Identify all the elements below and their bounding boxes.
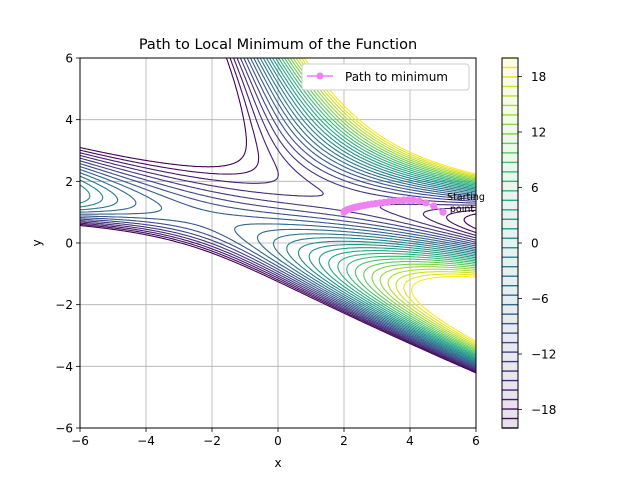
contour-line	[272, 58, 476, 359]
colorbar-tick-label: 12	[531, 126, 546, 140]
y-axis-label: y	[30, 239, 44, 246]
colorbar-tick-label: −6	[531, 292, 549, 306]
colorbar-tick-label: 18	[531, 70, 546, 84]
contour-line	[80, 58, 476, 372]
colorbar-level-lines	[502, 57, 518, 429]
contour-line	[80, 58, 476, 364]
x-tick-label: −6	[71, 434, 89, 448]
colorbar-gradient	[502, 58, 518, 428]
contour-line	[80, 58, 476, 370]
x-axis-label: x	[274, 456, 281, 470]
contour-line	[275, 58, 476, 358]
y-tick-label: −4	[55, 360, 73, 374]
legend-marker-swatch	[316, 72, 324, 80]
contour-line	[80, 58, 476, 366]
x-tick-label: −4	[137, 434, 155, 448]
plot-area: Starting point	[79, 57, 485, 429]
contour-line	[80, 58, 476, 368]
colorbar: −18 −12 −6 0 6 12 18	[501, 57, 556, 429]
series-point	[422, 199, 430, 207]
colorbar-tick-label: 6	[531, 181, 539, 195]
colorbar-tick-label: −12	[531, 348, 556, 362]
y-axis: −6 −4 −2 0 2 4 6	[55, 52, 80, 436]
contour-line	[280, 58, 476, 355]
colorbar-tick-label: 0	[531, 237, 539, 251]
y-tick-label: −2	[55, 298, 73, 312]
x-tick-label: 6	[472, 434, 480, 448]
series-point	[340, 208, 348, 216]
series-point	[439, 208, 447, 216]
annotation-line-2: point	[450, 204, 475, 215]
legend-label: Path to minimum	[345, 70, 448, 84]
contour-line	[80, 58, 476, 373]
x-tick-label: 0	[274, 434, 282, 448]
y-tick-label: 4	[65, 113, 73, 127]
legend-box	[301, 63, 470, 91]
colorbar-ticks: −18 −12 −6 0 6 12 18	[518, 70, 556, 417]
chart-title: Path to Local Minimum of the Function	[139, 37, 417, 53]
y-tick-label: −6	[55, 422, 73, 436]
x-tick-label: −2	[203, 434, 221, 448]
contour-line	[278, 58, 476, 356]
starting-point-annotation: Starting point	[447, 192, 485, 215]
series-point	[430, 202, 438, 210]
contour-line	[80, 58, 476, 367]
y-tick-label: 2	[65, 175, 73, 189]
series-point	[415, 197, 423, 205]
series-path-to-minimum	[340, 196, 447, 216]
x-tick-label: 4	[406, 434, 414, 448]
contour-line	[80, 58, 476, 362]
contour-line	[80, 58, 476, 371]
y-tick-label: 6	[65, 52, 73, 66]
x-tick-label: 2	[340, 434, 348, 448]
legend: Path to minimum	[301, 63, 470, 91]
y-tick-label: 0	[65, 237, 73, 251]
annotation-line-1: Starting	[447, 192, 485, 203]
contour-lines	[80, 58, 476, 374]
colorbar-tick-label: −18	[531, 403, 556, 417]
x-axis: −6 −4 −2 0 2 4 6	[71, 428, 480, 448]
